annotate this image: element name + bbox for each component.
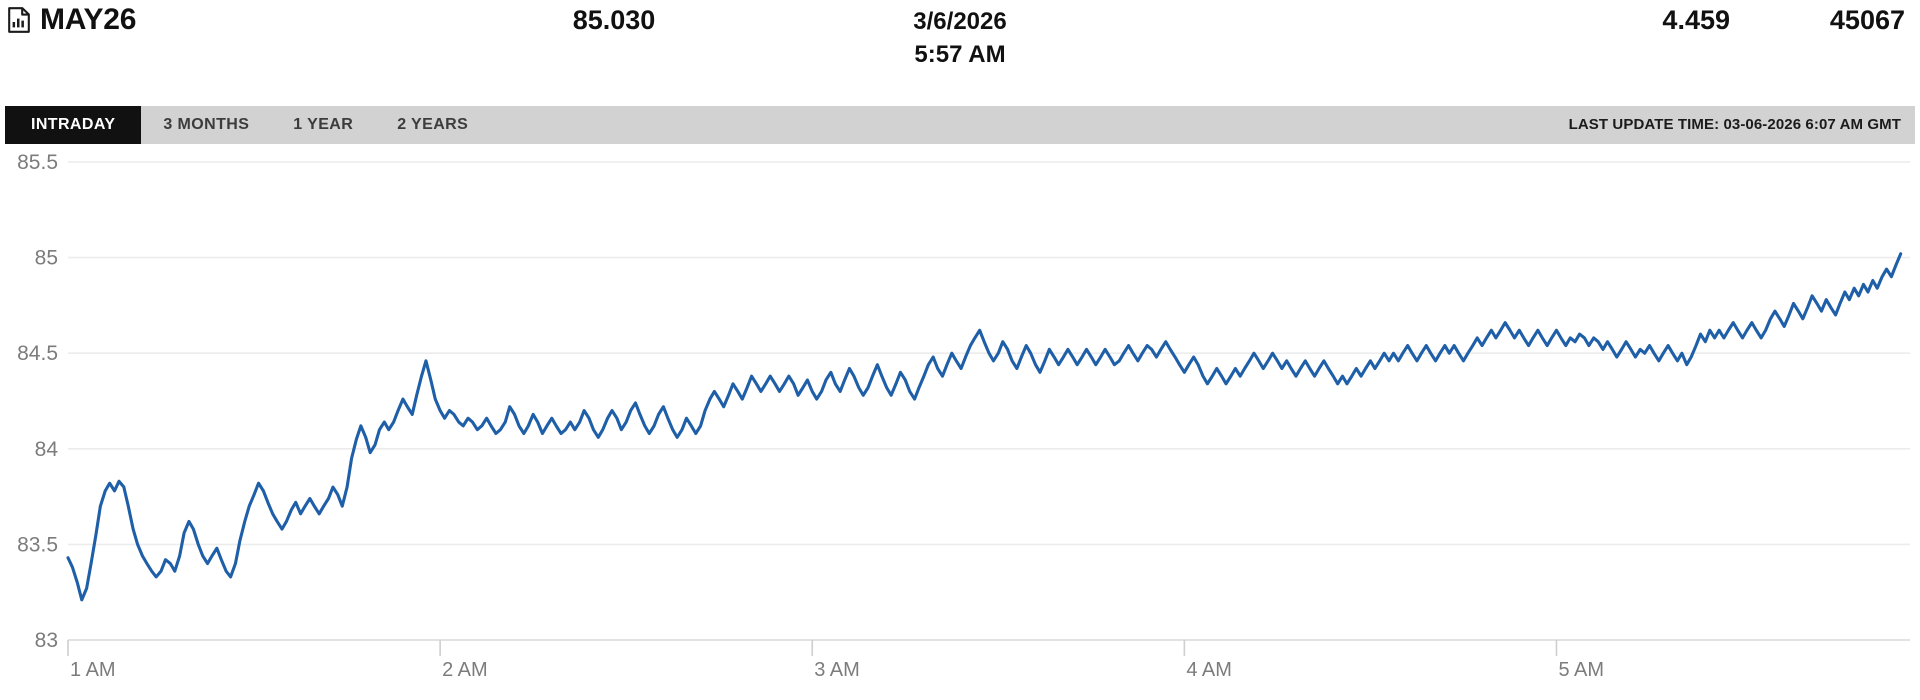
quote-datetime: 3/6/2026 5:57 AM	[740, 5, 1180, 71]
tab-1-year[interactable]: 1 YEAR	[271, 106, 375, 144]
y-axis-labels: 83 83.5 84 84.5 85 85.5	[17, 151, 58, 652]
svg-text:85.5: 85.5	[17, 151, 58, 174]
price-line-series	[66, 252, 1903, 602]
tab-1-year-label: 1 YEAR	[293, 116, 354, 133]
price-chart: 83 83.5 84 84.5 85 85.5 1 AM 2 AM 3 AM 4 AM 5 AM	[0, 148, 1920, 700]
volume-value: 45067	[1829, 5, 1905, 35]
tab-2-years[interactable]: 2 YEARS	[375, 106, 490, 144]
quote-date: 3/6/2026	[913, 8, 1007, 35]
symbol-block: MAY26	[8, 3, 136, 37]
x-axis-ticks	[67, 640, 1558, 656]
svg-text:1 AM: 1 AM	[70, 659, 116, 681]
last-update-time: LAST UPDATE TIME: 03-06-2026 6:07 AM GMT	[1568, 116, 1901, 133]
tab-intraday[interactable]: INTRADAY	[5, 106, 142, 144]
svg-text:83.5: 83.5	[17, 533, 58, 556]
svg-text:84.5: 84.5	[17, 342, 58, 365]
svg-text:85: 85	[35, 247, 58, 270]
grid-lines	[68, 161, 1910, 641]
range-tab-bar: INTRADAY 3 MONTHS 1 YEAR 2 YEARS LAST UP…	[5, 106, 1915, 144]
price-change: 4.459	[1662, 5, 1730, 35]
svg-text:5 AM: 5 AM	[1558, 659, 1604, 681]
tab-3-months-label: 3 MONTHS	[163, 116, 250, 133]
tab-intraday-label: INTRADAY	[31, 116, 116, 133]
svg-text:84: 84	[35, 438, 59, 461]
svg-text:83: 83	[35, 629, 58, 652]
range-tabs: INTRADAY 3 MONTHS 1 YEAR 2 YEARS	[5, 106, 490, 144]
svg-text:3 AM: 3 AM	[814, 659, 860, 681]
quote-header: MAY26 85.030 3/6/2026 5:57 AM 4.459 4506…	[0, 0, 1920, 88]
symbol-label: MAY26	[40, 3, 137, 36]
x-axis-labels: 1 AM 2 AM 3 AM 4 AM 5 AM	[70, 659, 1604, 681]
price-chart-svg: 83 83.5 84 84.5 85 85.5 1 AM 2 AM 3 AM 4 AM 5 AM	[17, 151, 1910, 681]
svg-text:4 AM: 4 AM	[1186, 659, 1232, 681]
tab-2-years-label: 2 YEARS	[397, 116, 469, 133]
quote-time: 5:57 AM	[914, 41, 1006, 68]
tab-3-months[interactable]: 3 MONTHS	[141, 106, 271, 144]
svg-text:2 AM: 2 AM	[442, 659, 488, 681]
document-chart-icon	[8, 7, 30, 33]
last-price: 85.030	[572, 5, 656, 35]
